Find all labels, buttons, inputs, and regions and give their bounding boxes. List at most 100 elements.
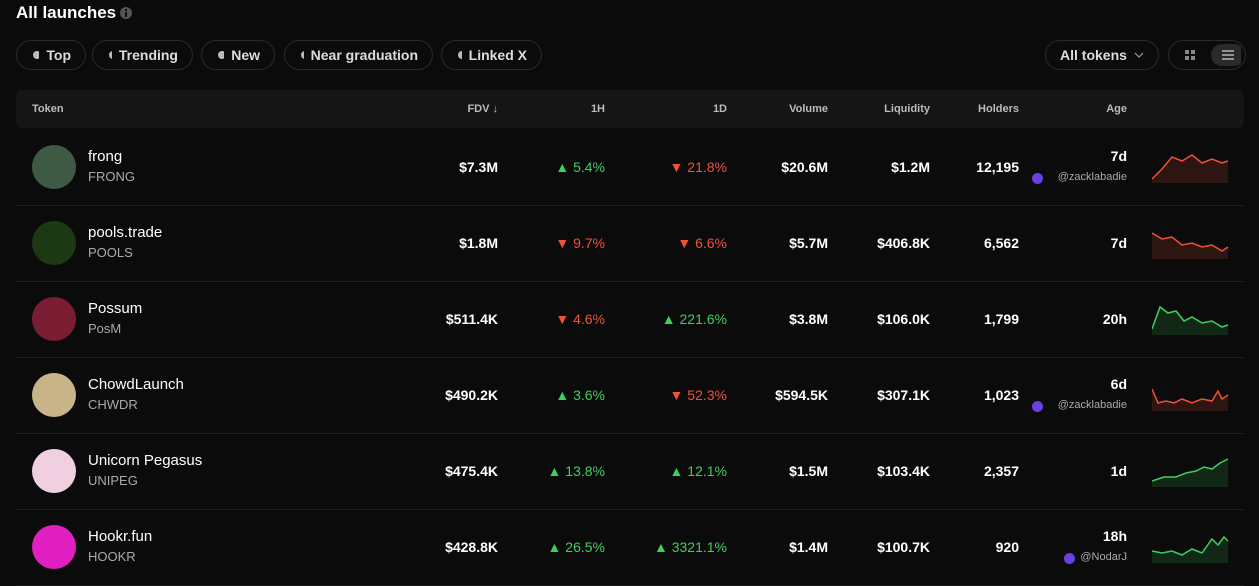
token-name: Unicorn Pegasus [88,452,203,469]
cell-liquidity: $406.8K [877,235,930,251]
sparkline [1152,458,1229,487]
cell-h1: ▲ 3.6% [555,387,605,403]
tab-icon [109,51,112,59]
cell-holders: 6,562 [983,235,1019,251]
tab-icon [458,51,462,59]
cell-h1: ▲ 26.5% [547,539,605,555]
cell-age: 20h [1102,311,1127,327]
token-row[interactable] [16,357,1244,434]
column-header: FDV ↓ [467,103,498,115]
creator-icon [1032,401,1044,412]
token-avatar [32,221,76,265]
creator-handle: @NodarJ [1080,551,1127,563]
column-header: Token [32,103,64,115]
cell-volume: $5.7M [789,235,828,251]
column-header: 1D [712,103,727,115]
cell-volume: $1.5M [789,463,828,479]
cell-liquidity: $103.4K [877,463,930,479]
cell-holders: 1,023 [983,387,1019,403]
creator-handle: @zacklabadie [1057,399,1127,411]
token-name: pools.trade [88,224,163,241]
token-symbol: POOLS [88,245,133,260]
token-name: Possum [88,300,143,317]
cell-fdv: $490.2K [445,387,498,403]
token-row[interactable] [16,433,1244,510]
cell-fdv: $1.8M [459,235,498,251]
token-avatar [32,297,76,341]
cell-h1: ▼ 4.6% [555,311,605,327]
token-row[interactable] [16,129,1244,206]
cell-holders: 920 [995,539,1019,555]
cell-volume: $3.8M [789,311,828,327]
sparkline [1152,388,1229,411]
sparkline [1152,305,1229,335]
tab-icon [301,51,304,59]
view-toggle[interactable] [1168,40,1246,70]
cell-d1: ▼ 52.3% [669,387,727,403]
column-header: 1H [590,103,605,115]
cell-h1: ▲ 13.8% [547,463,605,479]
token-symbol: UNIPEG [88,473,138,488]
list-view[interactable] [1210,44,1242,66]
cell-age: 7d [1110,235,1127,251]
column-header: Liquidity [884,103,930,115]
cell-liquidity: $307.1K [877,387,930,403]
token-row[interactable] [16,509,1244,586]
token-avatar [32,525,76,569]
cell-d1: ▲ 12.1% [669,463,727,479]
cell-holders: 12,195 [976,159,1019,175]
cell-liquidity: $1.2M [891,159,930,175]
token-symbol: CHWDR [88,397,138,412]
cell-age: 7d [1110,148,1127,164]
token-select-label: All tokens [1060,47,1127,63]
cell-fdv: $475.4K [445,463,498,479]
cell-fdv: $428.8K [445,539,498,555]
token-name: ChowdLaunch [88,376,184,393]
column-header: Volume [789,103,828,115]
sparkline [1152,535,1229,563]
cell-liquidity: $100.7K [877,539,930,555]
token-symbol: FRONG [88,169,135,184]
token-name: Hookr.fun [88,528,153,545]
filter-tab[interactable]: Near graduation [284,40,433,70]
info-icon[interactable] [119,6,133,20]
creator-icon [1063,553,1075,564]
cell-d1: ▼ 6.6% [677,235,727,251]
filter-tab[interactable]: Trending [92,40,193,70]
filter-tab[interactable]: New [201,40,275,70]
tab-label: New [231,47,260,63]
token-name: frong [88,148,123,165]
token-avatar [32,373,76,417]
cell-volume: $594.5K [775,387,828,403]
creator-icon [1032,173,1044,184]
token-row[interactable] [16,205,1244,282]
cell-age: 18h [1102,528,1127,544]
token-symbol: HOOKR [88,549,136,564]
token-symbol: PosM [88,321,122,336]
tab-label: Trending [118,47,178,63]
cell-volume: $1.4M [789,539,828,555]
grid-view[interactable] [1173,44,1204,66]
filter-tab[interactable]: Linked X [441,40,542,70]
cell-d1: ▼ 21.8% [669,159,727,175]
cell-fdv: $511.4K [445,311,498,327]
tab-label: Near graduation [310,47,418,63]
cell-liquidity: $106.0K [877,311,930,327]
sparkline [1152,154,1229,183]
token-select[interactable]: All tokens [1045,40,1159,70]
cell-holders: 2,357 [983,463,1019,479]
cell-age: 1d [1110,463,1127,479]
token-row[interactable] [16,281,1244,358]
chevron [1134,52,1144,58]
token-avatar [32,449,76,493]
column-header: Holders [978,103,1019,115]
creator-handle: @zacklabadie [1057,171,1127,183]
cell-d1: ▲ 221.6% [661,311,727,327]
table-header [16,90,1244,128]
tab-label: Linked X [468,47,527,63]
column-header: Age [1106,103,1127,115]
filter-tab[interactable]: Top [16,40,86,70]
tab-label: Top [46,47,71,63]
cell-age: 6d [1110,376,1127,392]
